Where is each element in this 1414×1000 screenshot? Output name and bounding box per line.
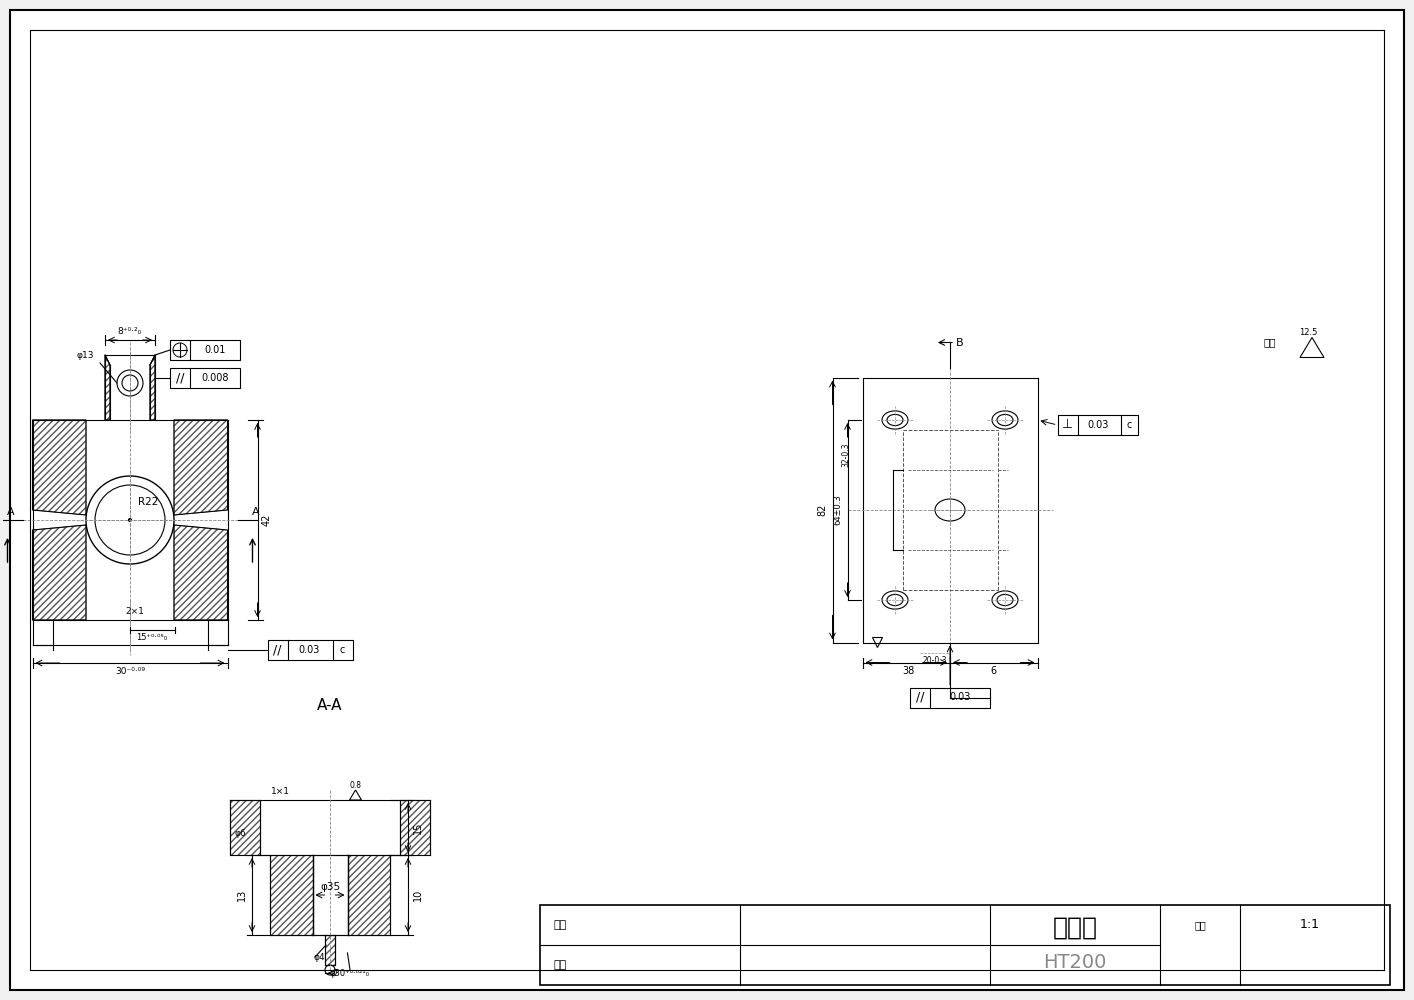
Text: ⊥: ⊥ xyxy=(1062,418,1073,432)
Text: //: // xyxy=(273,644,281,656)
Text: 82: 82 xyxy=(817,504,827,516)
Text: 2×1: 2×1 xyxy=(126,607,144,616)
Text: 15: 15 xyxy=(413,821,423,834)
Text: 42: 42 xyxy=(262,514,271,526)
Text: 7: 7 xyxy=(332,968,338,978)
Text: A: A xyxy=(7,507,14,517)
Text: 0.01: 0.01 xyxy=(204,345,226,355)
Text: 制图: 制图 xyxy=(553,920,567,930)
Text: 审核: 审核 xyxy=(553,960,567,970)
Text: φ35: φ35 xyxy=(320,882,339,892)
Text: φ6: φ6 xyxy=(235,828,246,838)
Text: A-A: A-A xyxy=(317,698,342,712)
Text: B: B xyxy=(956,338,964,348)
Text: //: // xyxy=(175,371,184,384)
Text: 8⁺⁰·²₀: 8⁺⁰·²₀ xyxy=(117,328,143,336)
Text: 32-0.3: 32-0.3 xyxy=(841,443,850,467)
Text: 比例: 比例 xyxy=(1195,920,1206,930)
Text: 30⁻⁰·⁰⁹: 30⁻⁰·⁰⁹ xyxy=(115,666,146,676)
Text: 6: 6 xyxy=(991,666,997,676)
Text: 38: 38 xyxy=(902,666,915,676)
Circle shape xyxy=(129,518,132,522)
Text: 其余: 其余 xyxy=(1264,338,1277,348)
Text: 0.03: 0.03 xyxy=(949,692,970,702)
Text: 轴承座: 轴承座 xyxy=(1052,915,1097,939)
Text: R22: R22 xyxy=(137,497,158,507)
Text: HT200: HT200 xyxy=(1044,953,1107,972)
Text: c: c xyxy=(1127,420,1133,430)
Text: //: // xyxy=(916,691,925,704)
Text: 13: 13 xyxy=(238,889,247,901)
Bar xyxy=(170,368,240,388)
Text: φ4: φ4 xyxy=(314,952,325,962)
Text: 0.03: 0.03 xyxy=(1087,420,1109,430)
Text: 10: 10 xyxy=(413,889,423,901)
Text: 20-0.3: 20-0.3 xyxy=(923,656,947,665)
Bar xyxy=(1058,415,1137,435)
Text: 15⁺⁰·⁰⁵₀: 15⁺⁰·⁰⁵₀ xyxy=(136,634,168,643)
Text: A: A xyxy=(252,507,259,517)
Text: φ30⁺⁰·⁰²¹₀: φ30⁺⁰·⁰²¹₀ xyxy=(329,968,370,978)
Bar xyxy=(267,640,352,660)
Bar xyxy=(911,688,990,708)
Text: 1×1: 1×1 xyxy=(270,788,290,796)
Text: c: c xyxy=(339,645,345,655)
Text: 0.8: 0.8 xyxy=(349,780,362,790)
Text: 64±0.3: 64±0.3 xyxy=(833,495,841,525)
Bar xyxy=(540,905,1390,985)
Text: 0.008: 0.008 xyxy=(201,373,229,383)
Text: 12.5: 12.5 xyxy=(1299,328,1318,337)
Text: φ13: φ13 xyxy=(76,351,93,360)
Bar xyxy=(170,340,240,360)
Text: 1:1: 1:1 xyxy=(1299,918,1321,932)
Text: 0.03: 0.03 xyxy=(298,645,320,655)
